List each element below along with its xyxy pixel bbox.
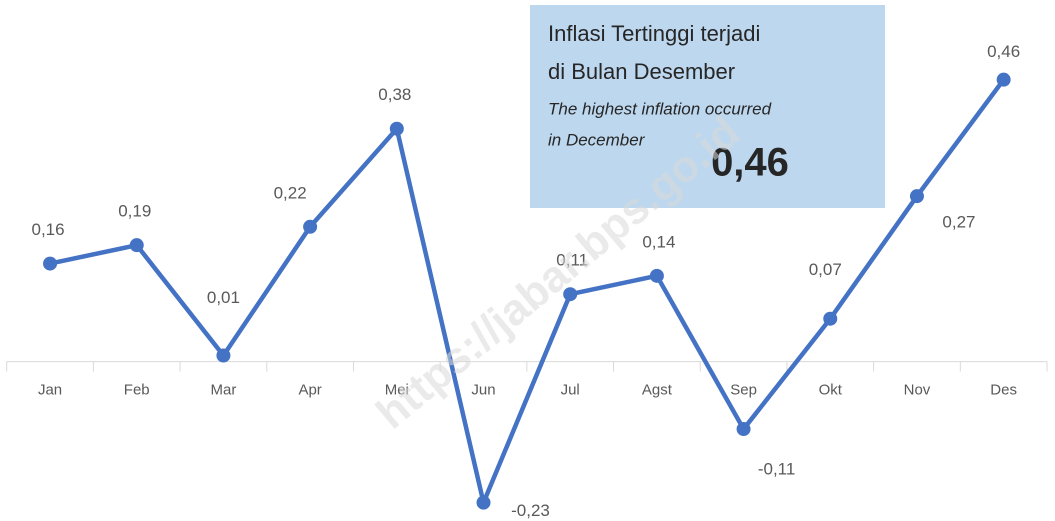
data-label: 0,11 <box>556 251 588 270</box>
x-tick-label: Okt <box>819 382 843 399</box>
x-tick-label: Nov <box>904 382 931 399</box>
line <box>49 78 1006 505</box>
x-tick-label: Sep <box>730 382 757 399</box>
x-tick-label: Feb <box>124 382 150 399</box>
data-label: 0,19 <box>118 202 151 221</box>
x-tick-label: Mei <box>385 382 409 399</box>
data-label: -0,23 <box>511 501 550 520</box>
data-label: 0,07 <box>809 260 842 279</box>
point <box>43 256 58 271</box>
point <box>476 495 491 510</box>
point <box>389 121 404 136</box>
data-label: 0,14 <box>642 232 675 251</box>
point <box>649 268 664 283</box>
x-tick-label: Mar <box>211 382 237 399</box>
annotation-text: in December <box>548 130 646 149</box>
x-tick-label: Des <box>990 382 1017 399</box>
x-tick-label: Agst <box>642 382 673 399</box>
point <box>216 348 231 363</box>
point <box>129 238 144 253</box>
point <box>563 287 578 302</box>
x-tick-label: Apr <box>298 382 321 399</box>
point <box>909 189 924 204</box>
point <box>736 422 751 437</box>
x-tick-label: Jul <box>561 382 580 399</box>
data-label: 0,27 <box>942 213 975 232</box>
annotation-text: Inflasi Tertinggi terjadi <box>548 21 760 46</box>
data-label: 0,38 <box>378 85 411 104</box>
x-tick-label: Jun <box>471 382 495 399</box>
annotation-text: The highest inflation occurred <box>548 99 772 118</box>
point <box>303 219 318 234</box>
annotation-value: 0,46 <box>711 141 789 185</box>
data-label: 0,22 <box>274 183 307 202</box>
point <box>823 311 838 326</box>
annotation-box <box>530 5 885 208</box>
point <box>996 72 1011 87</box>
data-label: 0,46 <box>987 42 1020 61</box>
annotation-text: di Bulan Desember <box>548 59 735 84</box>
x-tick-label: Jan <box>38 382 62 399</box>
data-label: -0,11 <box>758 460 796 479</box>
data-label: 0,16 <box>31 220 64 239</box>
data-label: 0,01 <box>207 288 240 307</box>
plot: Jan Feb Mar Apr Mei Jun Jul Agst Sep Okt Nov Des 0,1… <box>6 42 1048 520</box>
